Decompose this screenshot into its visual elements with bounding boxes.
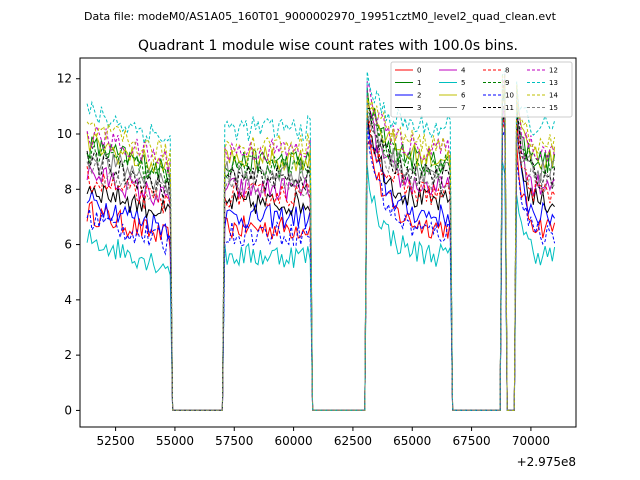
series-line-13 bbox=[86, 70, 556, 411]
y-tick-label: 0 bbox=[64, 403, 72, 417]
series-line-1 bbox=[86, 89, 556, 411]
data-file-caption: Data file: modeM0/AS1A05_160T01_90000029… bbox=[84, 10, 557, 23]
legend-label-9: 9 bbox=[505, 79, 509, 87]
legend-label-10: 10 bbox=[505, 92, 514, 100]
legend-label-7: 7 bbox=[461, 104, 465, 112]
legend-label-15: 15 bbox=[549, 104, 558, 112]
legend-label-6: 6 bbox=[461, 92, 466, 100]
legend-label-4: 4 bbox=[461, 67, 466, 75]
legend-label-0: 0 bbox=[417, 67, 421, 75]
x-tick-label: 62500 bbox=[334, 434, 372, 448]
y-tick-label: 2 bbox=[64, 348, 72, 362]
series-line-9 bbox=[86, 86, 555, 411]
legend-box bbox=[390, 61, 573, 118]
y-tick-label: 6 bbox=[64, 238, 72, 252]
series-line-8 bbox=[86, 113, 556, 411]
x-tick-label: 65000 bbox=[393, 434, 431, 448]
x-tick-label: 52500 bbox=[97, 434, 135, 448]
x-axis: 52500 55000 57500 60000 62500 65000 67500 70000 bbox=[97, 427, 550, 448]
legend-label-3: 3 bbox=[417, 104, 421, 112]
legend-label-14: 14 bbox=[549, 92, 558, 100]
series-line-12 bbox=[86, 73, 556, 411]
x-tick-label: 60000 bbox=[274, 434, 312, 448]
legend-label-12: 12 bbox=[549, 67, 558, 75]
series-line-15 bbox=[86, 105, 556, 411]
series-line-14 bbox=[86, 74, 556, 411]
x-tick-label: 55000 bbox=[156, 434, 194, 448]
series-line-3 bbox=[86, 111, 555, 411]
legend-label-8: 8 bbox=[505, 67, 509, 75]
y-tick-label: 8 bbox=[64, 182, 72, 196]
plot-lines bbox=[86, 70, 556, 411]
y-tick-label: 10 bbox=[57, 127, 72, 141]
x-tick-label: 70000 bbox=[512, 434, 550, 448]
series-line-0 bbox=[86, 123, 556, 411]
chart-title: Quadrant 1 module wise count rates with … bbox=[138, 38, 518, 54]
legend-label-1: 1 bbox=[417, 79, 421, 87]
y-tick-label: 12 bbox=[57, 72, 72, 86]
plot-area-frame bbox=[79, 57, 577, 428]
series-line-2 bbox=[86, 114, 556, 411]
x-tick-label: 67500 bbox=[452, 434, 490, 448]
series-line-10 bbox=[86, 125, 556, 411]
legend-label-11: 11 bbox=[505, 104, 514, 112]
series-line-6 bbox=[86, 80, 556, 411]
legend-label-5: 5 bbox=[461, 79, 465, 87]
legend-label-2: 2 bbox=[417, 92, 421, 100]
series-line-11 bbox=[86, 103, 556, 411]
x-offset-label: +2.975e8 bbox=[517, 455, 576, 469]
series-line-7 bbox=[86, 97, 555, 411]
legend-label-13: 13 bbox=[549, 79, 558, 87]
y-axis: 0 2 4 6 8 10 12 bbox=[57, 72, 80, 417]
y-tick-label: 4 bbox=[64, 293, 72, 307]
x-tick-label: 57500 bbox=[215, 434, 253, 448]
